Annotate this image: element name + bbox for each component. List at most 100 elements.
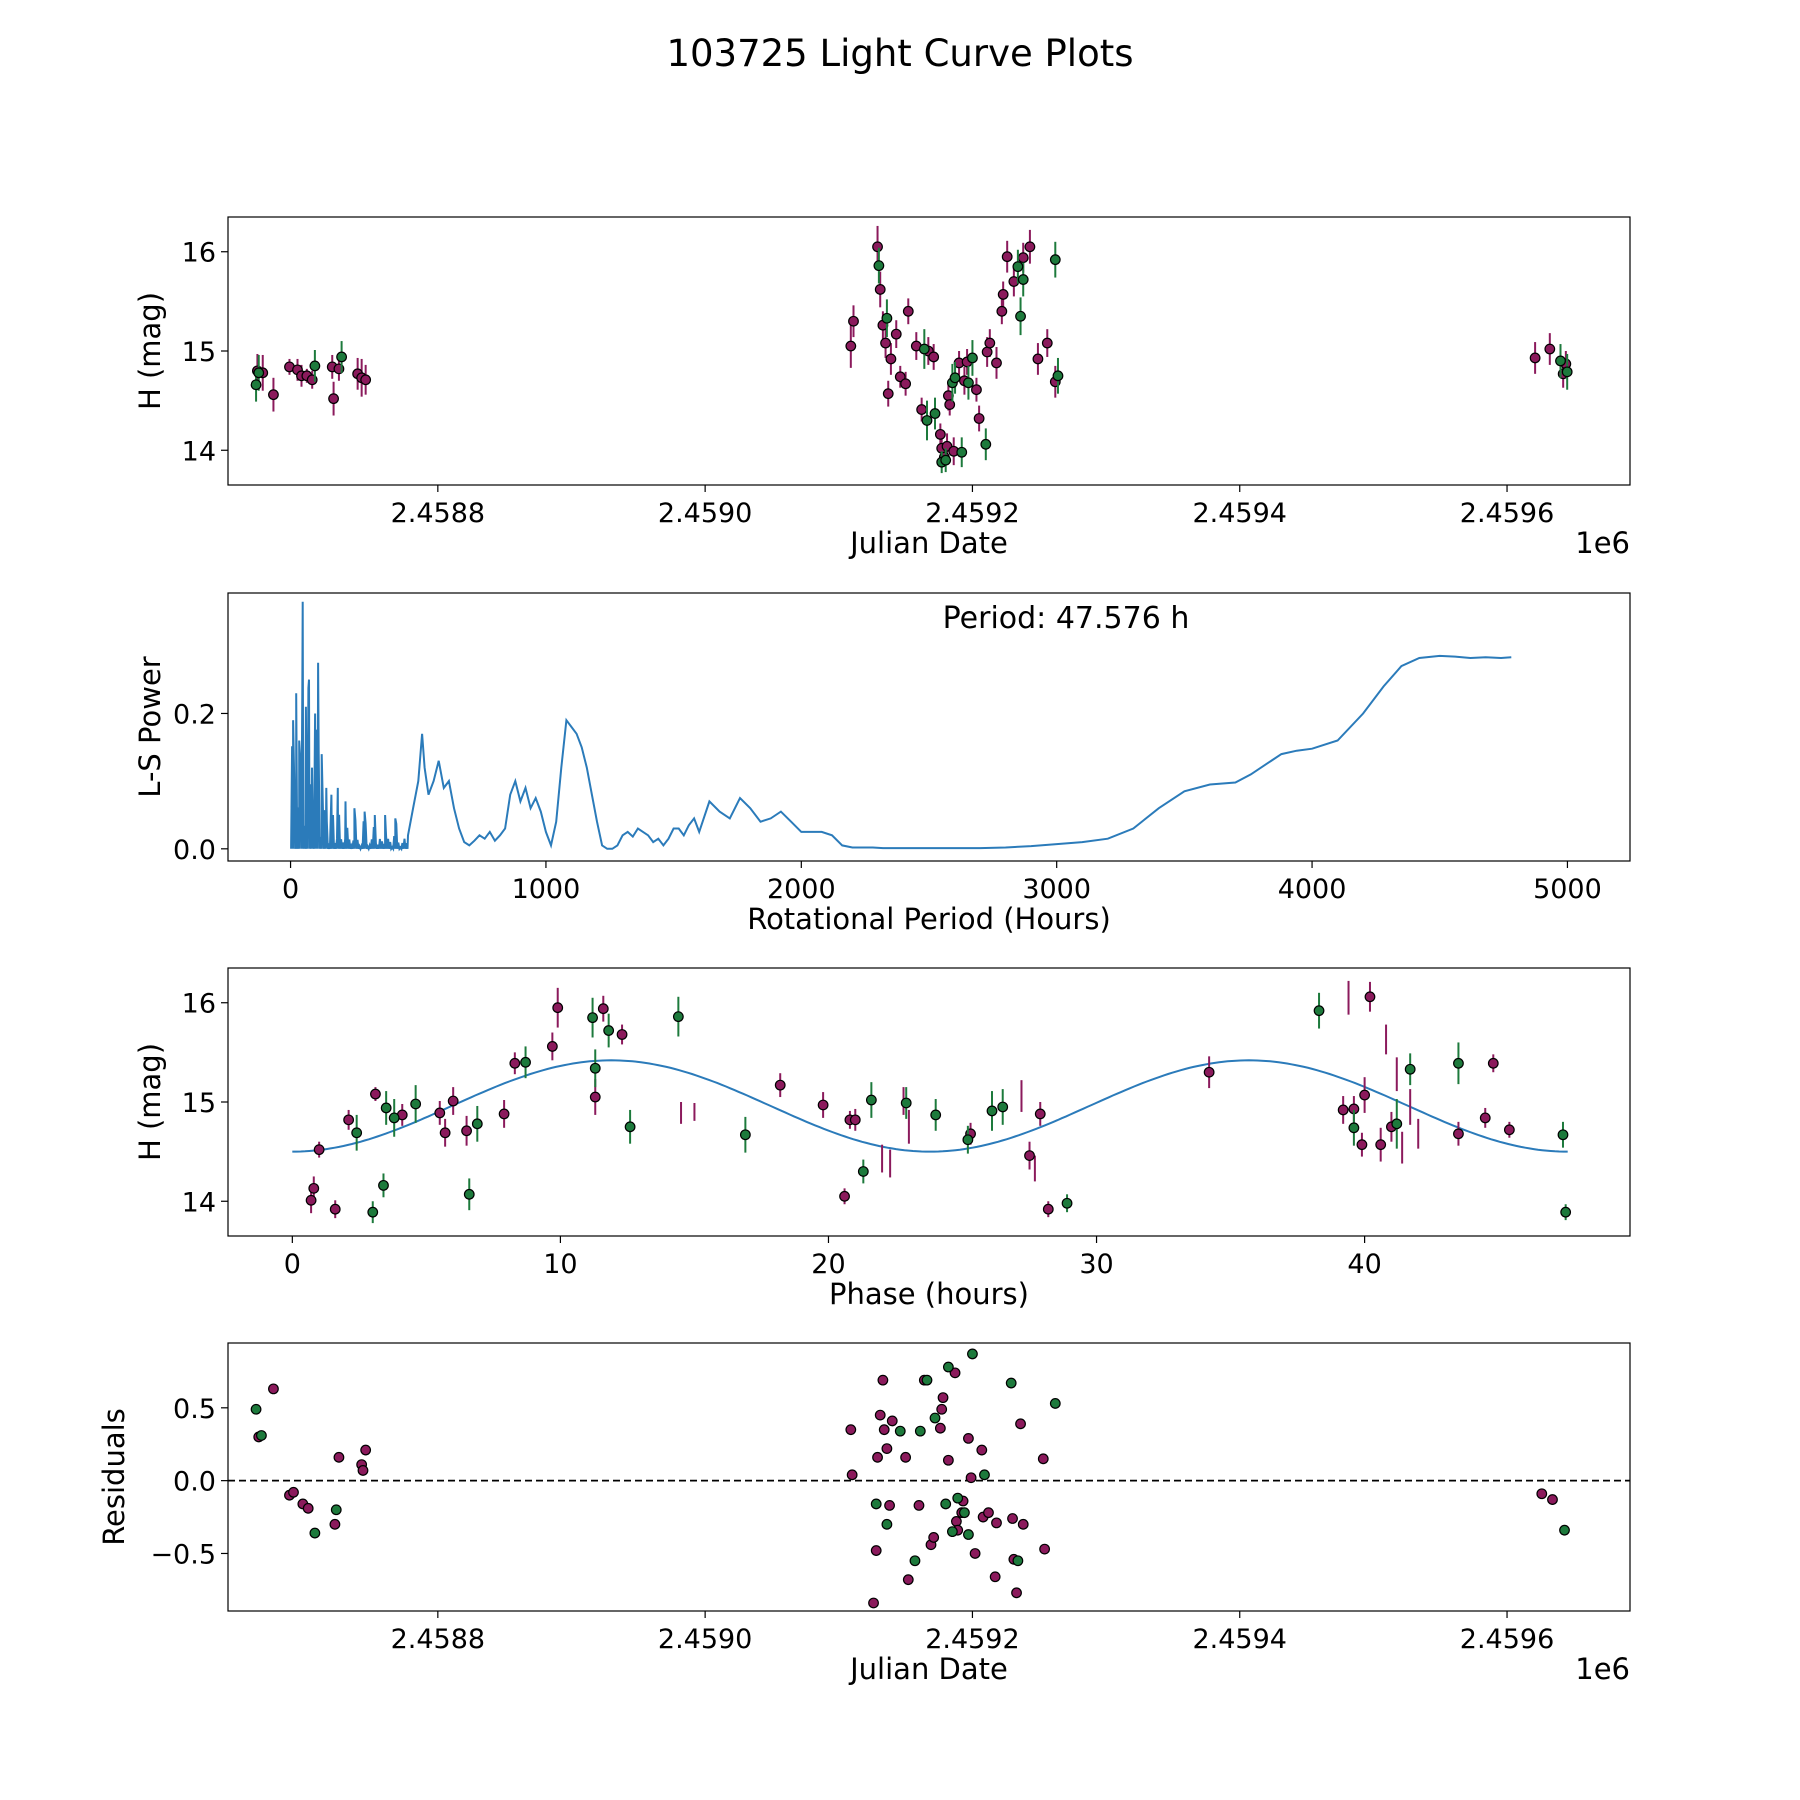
data-point bbox=[603, 1025, 615, 1036]
data-point bbox=[963, 1529, 974, 1540]
data-point bbox=[921, 415, 933, 426]
data-point bbox=[918, 343, 930, 355]
data-point bbox=[471, 1118, 483, 1130]
data-point bbox=[1049, 1398, 1061, 1409]
data-point bbox=[921, 1374, 933, 1386]
data-point bbox=[929, 408, 941, 419]
data-point bbox=[313, 1144, 325, 1156]
y-tick-label: 14 bbox=[182, 1187, 216, 1218]
x-tick-label: 2.4590 bbox=[658, 498, 752, 529]
axes-frame bbox=[227, 592, 1631, 862]
data-point bbox=[963, 1433, 974, 1444]
data-point bbox=[1037, 1453, 1049, 1465]
data-point bbox=[817, 1099, 829, 1111]
data-point bbox=[461, 1125, 472, 1137]
panel-panel2: 0 1000 2000 3000 4000 5000 0.0 0.2 Rotational Pe… bbox=[133, 592, 1631, 936]
data-point bbox=[873, 260, 885, 272]
periodogram-line bbox=[290, 601, 1512, 852]
data-point bbox=[902, 305, 914, 317]
data-point bbox=[378, 1179, 389, 1191]
data-point bbox=[942, 1361, 954, 1373]
data-point bbox=[886, 1415, 898, 1427]
data-point bbox=[520, 1056, 531, 1068]
data-point bbox=[980, 438, 992, 450]
data-point bbox=[928, 351, 940, 363]
data-point bbox=[434, 1107, 446, 1119]
data-point bbox=[463, 1188, 475, 1200]
data-point bbox=[552, 1002, 564, 1014]
data-point bbox=[942, 1454, 954, 1466]
x-tick-label: 2.4596 bbox=[1460, 498, 1554, 529]
data-point bbox=[1536, 1488, 1548, 1500]
data-point bbox=[950, 1516, 962, 1527]
x-tick-label: 0 bbox=[284, 1249, 301, 1280]
data-point bbox=[1479, 1112, 1491, 1124]
data-point bbox=[587, 1012, 598, 1024]
data-point bbox=[1012, 261, 1024, 273]
data-point bbox=[914, 1425, 926, 1437]
panel-panel4: 2.4588 2.4590 2.4592 2.4594 2.4596 −0.5 0.0 0.5… bbox=[97, 1342, 1631, 1686]
data-point bbox=[336, 351, 348, 363]
data-point bbox=[962, 1134, 974, 1146]
x-tick-label: 0 bbox=[282, 874, 299, 905]
data-point bbox=[884, 1500, 895, 1511]
data-point bbox=[1005, 1377, 1017, 1389]
data-point bbox=[934, 1422, 946, 1434]
panel-panel3: 0 10 20 30 40 14 15 16 Phase (hours) H (mag) bbox=[133, 967, 1631, 1311]
y-tick-label: 0.0 bbox=[173, 1467, 216, 1498]
data-point bbox=[881, 1443, 893, 1454]
data-point bbox=[991, 357, 1002, 369]
plot-area bbox=[290, 601, 1512, 852]
plot-area bbox=[228, 1348, 1630, 1609]
data-point bbox=[672, 1011, 684, 1023]
data-point bbox=[1061, 1197, 1073, 1209]
data-point bbox=[937, 1392, 949, 1404]
x-axis-label: Rotational Period (Hours) bbox=[747, 902, 1111, 936]
x-offset-text: 1e6 bbox=[1575, 526, 1630, 560]
y-tick-label: 16 bbox=[182, 989, 216, 1020]
data-point bbox=[984, 337, 996, 349]
data-point bbox=[1356, 1139, 1368, 1151]
data-point bbox=[949, 372, 961, 384]
data-point bbox=[929, 1412, 941, 1424]
data-point bbox=[309, 1527, 321, 1539]
x-tick-label: 2.4594 bbox=[1192, 498, 1286, 529]
data-point bbox=[881, 1518, 893, 1530]
data-point bbox=[981, 346, 993, 358]
data-point bbox=[367, 1206, 379, 1218]
data-point bbox=[447, 1095, 459, 1107]
data-point bbox=[1559, 1524, 1570, 1536]
data-point bbox=[989, 1571, 1001, 1583]
data-point bbox=[845, 1424, 857, 1436]
series-magenta bbox=[252, 225, 1572, 467]
data-point bbox=[1049, 254, 1061, 266]
data-point bbox=[946, 1526, 958, 1538]
data-point bbox=[1503, 1124, 1515, 1136]
data-point bbox=[1544, 343, 1556, 355]
data-point bbox=[546, 1041, 558, 1052]
x-axis-label: Julian Date bbox=[848, 526, 1008, 560]
data-point bbox=[1547, 1494, 1558, 1505]
data-point bbox=[1017, 1518, 1029, 1530]
data-point bbox=[1011, 1587, 1022, 1599]
data-point bbox=[1404, 1063, 1416, 1075]
x-tick-label: 10 bbox=[543, 1249, 577, 1280]
data-point bbox=[589, 1091, 601, 1103]
data-point bbox=[268, 1383, 279, 1395]
x-tick-label: 1000 bbox=[512, 874, 581, 905]
data-point bbox=[928, 1532, 940, 1543]
plot-area bbox=[292, 980, 1572, 1224]
data-point bbox=[967, 1348, 978, 1360]
x-tick-label: 2000 bbox=[767, 874, 836, 905]
data-point bbox=[328, 393, 339, 405]
data-point bbox=[333, 1451, 345, 1463]
x-tick-label: 2.4588 bbox=[391, 1624, 485, 1655]
data-point bbox=[865, 1094, 877, 1106]
data-point bbox=[1052, 370, 1064, 382]
data-point bbox=[849, 1114, 861, 1126]
data-point bbox=[302, 1502, 314, 1514]
data-point bbox=[250, 1403, 262, 1415]
data-point bbox=[996, 305, 1008, 317]
data-point bbox=[857, 1166, 869, 1177]
